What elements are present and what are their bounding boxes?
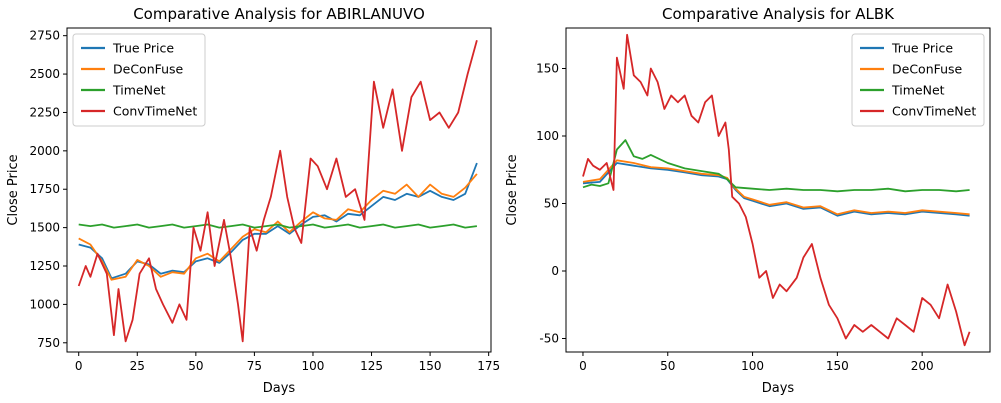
x-tick-label: 150 [419, 359, 442, 373]
series-line-true-price [582, 162, 970, 217]
y-tick-label: 1000 [29, 297, 60, 311]
series-line-convtimenet [77, 40, 478, 343]
plot-frame [66, 27, 492, 353]
x-tick-label: 50 [188, 359, 203, 373]
chart-2: Comparative Analysis for ALBK 0 50 100 150 20… [505, 5, 991, 396]
y-tick-label: 2000 [29, 144, 60, 158]
x-tick-label: 125 [360, 359, 383, 373]
legend-entry: ConvTimeNet [113, 104, 197, 119]
y-axis-label: Close Price [505, 154, 520, 225]
x-tick-label: 50 [660, 359, 675, 373]
chart-title: Comparative Analysis for ALBK [662, 5, 895, 23]
x-tick-label: 175 [477, 359, 500, 373]
y-tick-label: 0 [551, 264, 559, 278]
y-tick-label: 2750 [29, 29, 60, 43]
y-tick-label: 150 [536, 62, 559, 76]
y-tick-label: -50 [539, 332, 559, 346]
legend-entry: DeConFuse [113, 62, 184, 77]
x-tick-label: 25 [130, 359, 145, 373]
chart-1: Comparative Analysis for ABIRLANUVO 0 25 50… [6, 5, 500, 396]
y-tick-label: 1500 [29, 221, 60, 235]
legend: True Price DeConFuse TimeNet ConvTimeNet [72, 33, 206, 127]
legend-entry: True Price [891, 41, 953, 56]
x-tick-label: 0 [75, 359, 83, 373]
series-line-deconfuse [582, 159, 970, 216]
series-line-convtimenet [582, 33, 971, 347]
y-tick-label: 50 [544, 197, 559, 211]
x-tick-label: 75 [247, 359, 262, 373]
x-tick-label: 100 [741, 359, 764, 373]
y-tick-label: 1750 [29, 182, 60, 196]
series-line-timenet [582, 139, 970, 193]
series-line-timenet [78, 223, 478, 229]
x-tick-label: 100 [302, 359, 325, 373]
y-tick-label: 100 [536, 129, 559, 143]
legend-entry: ConvTimeNet [892, 104, 976, 119]
plot-frame [565, 27, 991, 353]
legend-entry: DeConFuse [892, 62, 963, 77]
x-tick-label: 0 [579, 359, 587, 373]
chart-title: Comparative Analysis for ABIRLANUVO [133, 5, 425, 23]
legend-entry: TimeNet [891, 83, 945, 98]
y-tick-label: 2250 [29, 105, 60, 119]
legend-box [851, 33, 985, 127]
x-tick-label: 150 [826, 359, 849, 373]
legend-entry: TimeNet [112, 83, 166, 98]
y-tick-label: 1250 [29, 259, 60, 273]
y-axis-label: Close Price [6, 154, 21, 225]
x-axis-label: Days [263, 381, 296, 396]
legend-box [72, 33, 206, 127]
y-tick-label: 750 [37, 336, 60, 350]
legend: True Price DeConFuse TimeNet ConvTimeNet [851, 33, 985, 127]
legend-entry: True Price [112, 41, 174, 56]
y-tick-label: 2500 [29, 67, 60, 81]
x-axis-label: Days [762, 381, 795, 396]
x-tick-label: 200 [911, 359, 934, 373]
